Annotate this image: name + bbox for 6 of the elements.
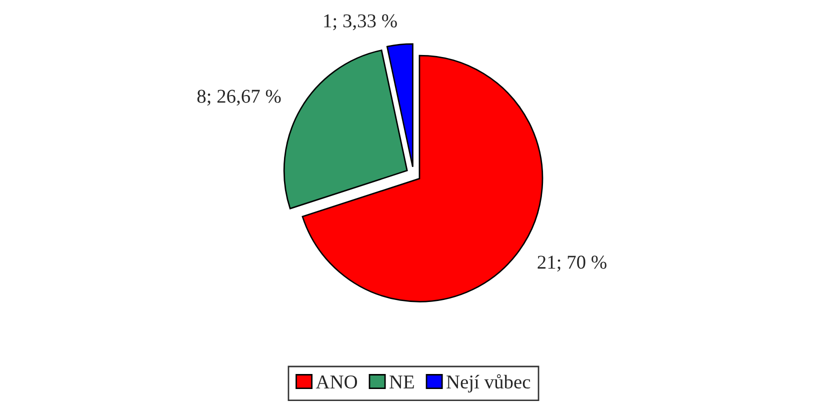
legend-label: ANO	[316, 375, 358, 389]
legend-label: Nejí vůbec	[446, 374, 530, 392]
data-label: 21; 70 %	[538, 256, 606, 272]
data-label: 1; 3,33 %	[324, 14, 397, 30]
legend-label: NE	[390, 376, 414, 388]
data-label: 8; 26,67 %	[197, 90, 281, 106]
